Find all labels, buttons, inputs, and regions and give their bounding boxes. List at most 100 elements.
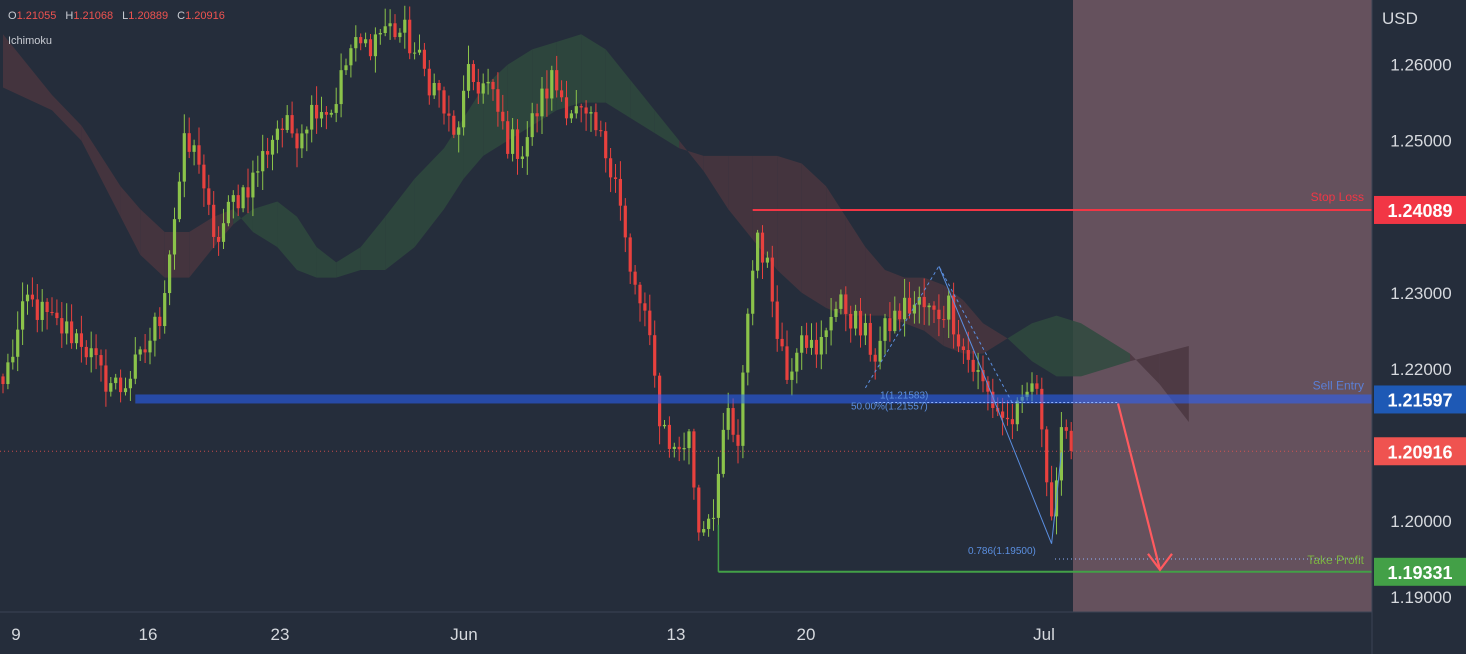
candle-body [589,112,593,114]
candle [707,514,711,537]
candle [138,346,142,362]
candle-body [422,49,426,69]
candle [844,286,848,332]
candle-body [457,127,461,135]
candle-body [716,473,720,518]
candle [432,73,436,99]
candle [221,208,226,249]
indicator-label[interactable]: Ichimoku [8,35,53,47]
candle-body [858,310,863,336]
price-tick-label: 1.20000 [1390,512,1451,531]
candle-body [133,354,137,379]
candle-body [785,346,789,380]
cloud-segment [654,110,680,149]
price-tick-label: 1.25000 [1390,132,1451,151]
cloud-segment [360,216,386,270]
cloud-segment [81,125,101,179]
candles [1,5,1073,541]
candle-body [471,64,475,82]
candle-body [809,339,814,348]
candle [775,285,779,352]
candle-body [721,429,725,474]
candle-body [207,188,211,205]
candle-body [65,321,69,334]
candle-body [550,70,554,99]
candle-body [535,113,539,117]
candle-body [564,97,569,119]
price-tick-label: 1.26000 [1390,56,1451,75]
cloud-segment [297,216,317,278]
candle-body [775,301,779,339]
candle [202,154,206,207]
ichimoku-cloud [3,34,1189,423]
candle-body [986,381,990,392]
candle-body [70,321,74,344]
candle-body [849,313,853,329]
candle [530,102,534,146]
candle [623,198,627,253]
candle-body [604,131,608,159]
candle-body [261,151,265,172]
candle [241,184,245,213]
candle [770,245,774,318]
axis-level-badge-text: 1.24089 [1387,201,1452,221]
candle [1035,374,1039,395]
candle [873,348,877,380]
candle [912,291,916,324]
candle-body [177,181,181,220]
candle [903,278,907,337]
candle-body [741,372,745,446]
candle-body [1005,417,1010,420]
candle-body [927,305,931,308]
candle-body [197,145,201,165]
candle-body [584,107,588,114]
candle [609,148,613,193]
projection-zone [1073,0,1372,612]
candle [11,339,15,370]
candle-body [11,356,15,363]
candle [50,297,54,316]
candle [702,521,706,536]
candle [413,42,417,60]
candle-body [893,310,897,332]
candle-body [937,309,941,320]
candle [310,95,314,143]
candle [937,294,941,337]
candle [525,121,529,175]
candle-body [109,383,113,392]
take-profit-label: Take Profit [1307,553,1364,567]
candle [961,338,965,365]
candle-body [452,115,456,135]
candle-body [462,90,466,128]
candle [917,286,921,324]
candle [942,305,946,328]
candle [104,349,108,407]
candle-body [903,297,907,320]
candle [486,68,490,95]
candle-body [104,365,108,392]
candle [785,330,789,384]
candle [1045,426,1049,497]
cloud-segment [1130,353,1160,385]
candle-body [805,335,809,348]
candle [741,365,745,459]
candle [922,278,926,325]
candle-body [349,48,353,66]
candle-body [682,448,686,450]
candle-body [839,294,843,309]
candle-body [662,424,667,427]
candle-body [618,178,622,206]
time-tick-label: Jul [1033,625,1055,644]
candle [932,301,936,324]
candle [21,282,25,346]
candle-body [251,172,255,198]
projection-arrow [1116,403,1173,572]
candle [266,137,270,169]
price-ticks: 1.26000 1.25000 1.23000 1.22000 1.20000 1.190… [1390,56,1451,607]
candle [545,70,549,117]
candle [99,349,103,382]
candle [462,75,466,136]
candle-body [217,236,221,242]
cloud-segment [277,201,297,270]
